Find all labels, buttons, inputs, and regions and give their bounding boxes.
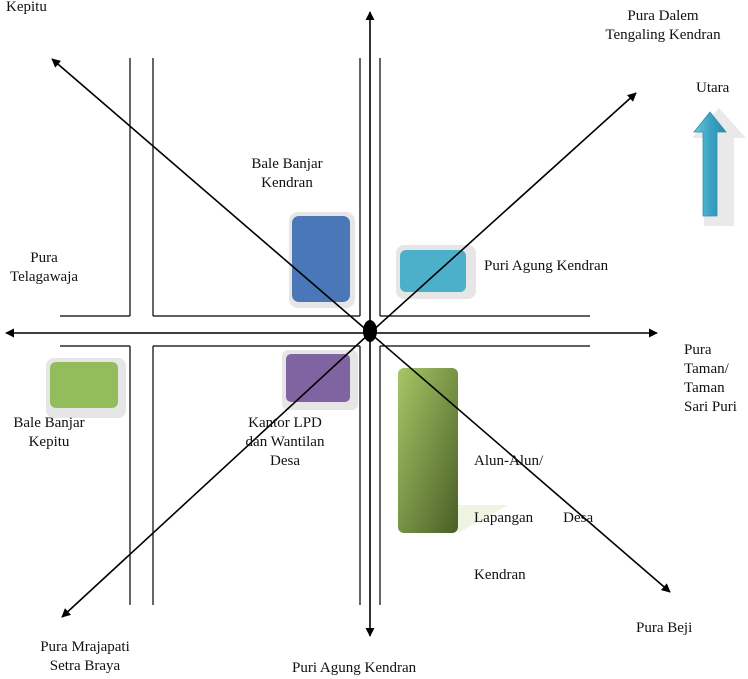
arrow-northwest	[51, 58, 371, 334]
label-pura-mrajapati-line1: Pura Mrajapati	[40, 639, 130, 655]
label-pura-taman-line2: Taman/	[684, 361, 729, 377]
label-bale-banjar-kendran: Bale Banjar Kendran	[230, 155, 344, 193]
label-pura-taman-line1: Pura	[684, 342, 712, 358]
label-bale-banjar-kendran-line2: Kendran	[261, 175, 313, 191]
direction-arrows	[5, 11, 671, 637]
label-pura-taman-line4: Sari Puri	[684, 399, 737, 415]
label-kantor-lpd-line2: dan Wantilan	[245, 434, 325, 450]
label-pura-telagawaja: Pura Telagawaja	[0, 249, 88, 287]
label-puri-agung-south: Puri Agung Kendran	[292, 660, 417, 676]
label-pura-telagawaja-line2: Telagawaja	[9, 269, 79, 285]
label-bale-banjar-kendran-line1: Bale Banjar	[251, 156, 323, 172]
alun-alun-field	[398, 368, 458, 533]
label-bale-banjar-kepitu: Bale Banjar Kepitu	[0, 414, 98, 452]
label-kantor-lpd-line3: Desa	[270, 453, 300, 469]
label-pura-dalem: Pura Dalem Tengaling Kendran	[588, 7, 738, 45]
label-pura-dalem-line2: Tengaling Kendran	[605, 27, 721, 43]
label-pura-mrajapati: Pura Mrajapati Setra Braya	[28, 638, 142, 676]
arrow-southeast	[369, 332, 671, 593]
label-alun-alun-line2: Lapangan Desa	[474, 510, 594, 526]
label-alun-alun: Alun-Alun/ Lapangan Desa Kendran	[474, 414, 593, 604]
north-arrow-icon	[692, 108, 746, 226]
label-bale-banjar-kepitu-line2: Kepitu	[28, 434, 70, 450]
label-bale-banjar-kepitu-line1: Bale Banjar	[13, 415, 85, 431]
label-pura-mrajapati-line2: Setra Braya	[49, 658, 121, 674]
label-kantor-lpd: Kantor LPD dan Wantilan Desa	[232, 414, 338, 471]
label-alun-alun-line1: Alun-Alun/	[474, 453, 544, 469]
label-utara: Utara	[696, 80, 730, 96]
alun-alun-shadow	[458, 505, 508, 533]
label-pura-dalem-line1: Pura Dalem	[627, 8, 699, 24]
label-kepitu: Kepitu	[6, 0, 47, 15]
bale-banjar-kepitu-building	[50, 362, 118, 408]
arrow-northeast	[369, 92, 637, 334]
label-pura-taman: Pura Taman/ Taman Sari Puri	[684, 341, 737, 417]
label-kantor-lpd-line1: Kantor LPD	[248, 415, 322, 431]
label-puri-agung-east: Puri Agung Kendran	[484, 258, 609, 274]
label-pura-beji: Pura Beji	[636, 620, 693, 636]
label-pura-telagawaja-line1: Pura	[30, 250, 58, 266]
buildings	[46, 212, 508, 533]
center-node	[363, 320, 377, 342]
label-alun-alun-line3: Kendran	[474, 567, 526, 583]
bale-banjar-kendran-building	[292, 216, 350, 302]
label-pura-taman-line3: Taman	[684, 380, 725, 396]
road-lines	[60, 58, 590, 605]
arrow-southwest	[61, 332, 371, 618]
